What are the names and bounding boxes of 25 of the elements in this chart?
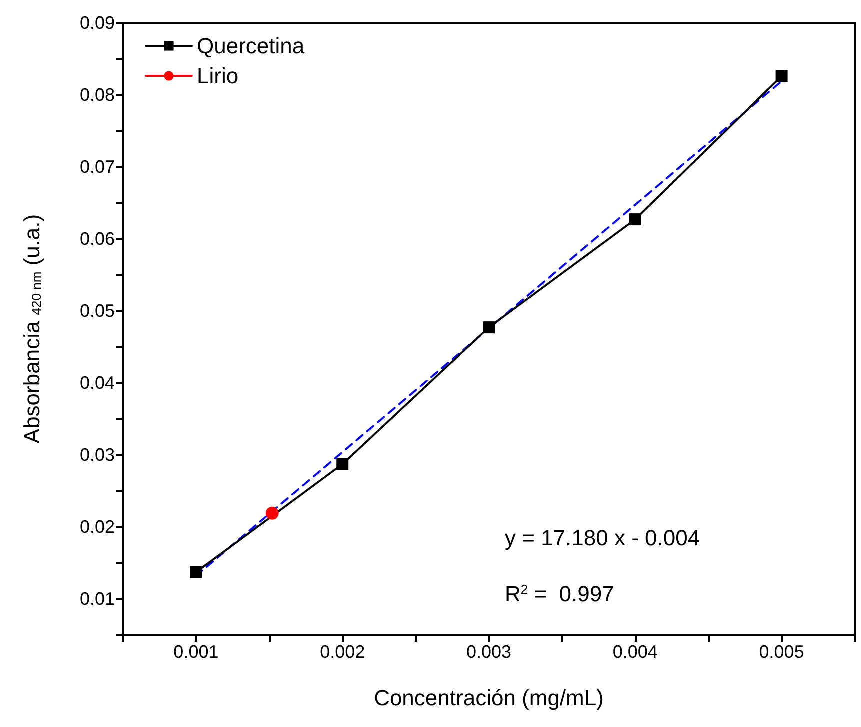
- legend-label: Lirio: [197, 64, 239, 88]
- point: [629, 214, 642, 226]
- y-tick-label: 0.08: [80, 85, 115, 105]
- annotation: y = 17.180 x - 0.004: [505, 526, 700, 550]
- y-tick-label: 0.07: [80, 157, 115, 177]
- x-tick-label: 0.001: [174, 642, 219, 662]
- legend-label: Quercetina: [197, 34, 306, 58]
- point: [776, 70, 788, 82]
- y-tick-label: 0.04: [80, 373, 115, 393]
- point: [266, 506, 279, 520]
- y-tick-label: 0.01: [80, 589, 115, 609]
- x-axis-title: Concentración (mg/mL): [374, 686, 604, 710]
- point: [190, 566, 202, 578]
- x-tick-label: 0.004: [612, 642, 658, 662]
- point: [483, 322, 495, 334]
- point: [336, 458, 349, 470]
- y-tick-label: 0.03: [80, 445, 115, 465]
- y-tick-label: 0.06: [80, 229, 115, 249]
- y-tick-label: 0.09: [80, 13, 115, 33]
- x-tick-label: 0.002: [320, 642, 366, 662]
- y-tick-label: 0.02: [80, 517, 115, 537]
- y-tick-label: 0.05: [80, 301, 115, 321]
- x-tick-label: 0.003: [466, 642, 512, 662]
- x-tick-label: 0.005: [759, 642, 804, 662]
- y-axis-title: Absorbancia 420 nm (u.a.): [20, 214, 44, 444]
